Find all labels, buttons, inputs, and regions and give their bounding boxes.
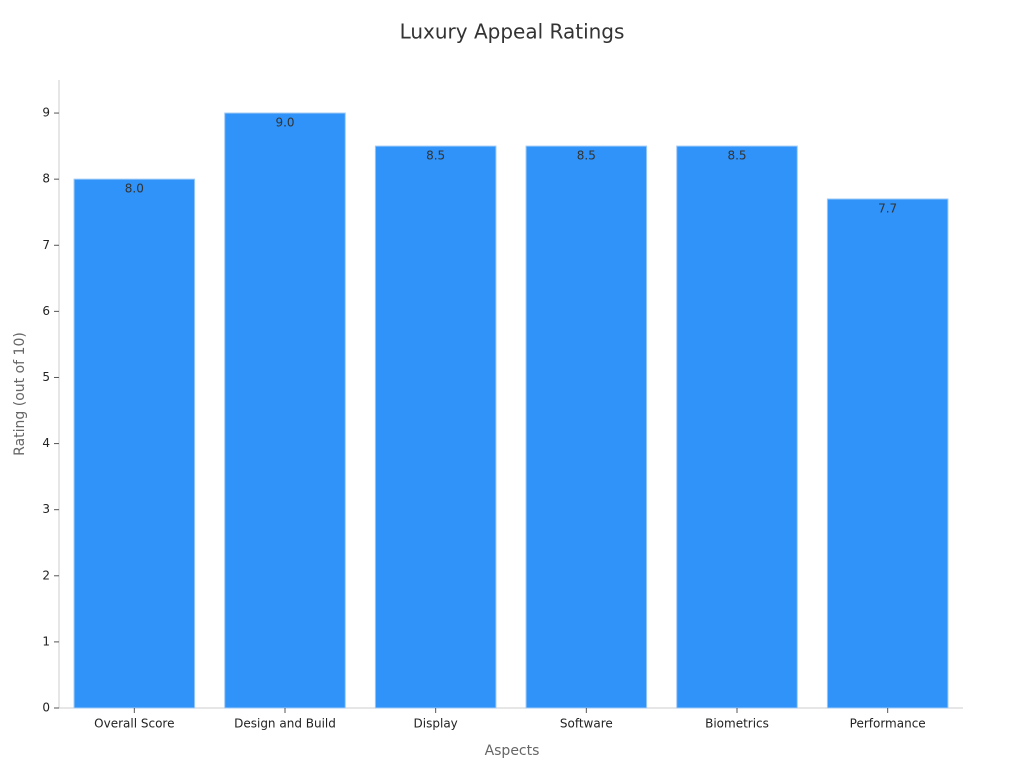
y-tick-label: 9 (42, 106, 50, 120)
x-axis-title: Aspects (485, 743, 540, 759)
y-tick-label: 8 (42, 172, 50, 186)
bar (224, 112, 346, 709)
value-label: 8.5 (727, 149, 746, 163)
x-tick-label: Display (414, 717, 458, 731)
value-label: 9.0 (275, 116, 294, 130)
value-label: 7.7 (878, 201, 897, 215)
bar (676, 145, 798, 709)
y-tick-label: 6 (42, 304, 50, 318)
y-axis-title: Rating (out of 10) (12, 332, 28, 456)
y-tick-label: 3 (42, 502, 50, 516)
bar (374, 145, 497, 709)
y-tick-label: 5 (42, 370, 50, 384)
x-tick-label: Software (560, 717, 613, 731)
x-tick-label: Performance (850, 717, 926, 731)
x-tick-label: Biometrics (705, 717, 769, 731)
bar (73, 178, 196, 709)
y-tick-label: 4 (42, 436, 50, 450)
value-label: 8.5 (426, 149, 445, 163)
y-tick-label: 0 (42, 701, 50, 715)
y-tick-label: 7 (42, 238, 50, 252)
x-tick-label: Overall Score (94, 717, 174, 731)
bar (525, 145, 648, 709)
value-label: 8.0 (125, 182, 144, 196)
bar (826, 198, 949, 709)
x-tick-label: Design and Build (234, 717, 336, 731)
chart-title: Luxury Appeal Ratings (400, 20, 625, 44)
y-tick-label: 2 (42, 568, 50, 582)
y-tick-label: 1 (42, 634, 50, 648)
value-label: 8.5 (577, 149, 596, 163)
